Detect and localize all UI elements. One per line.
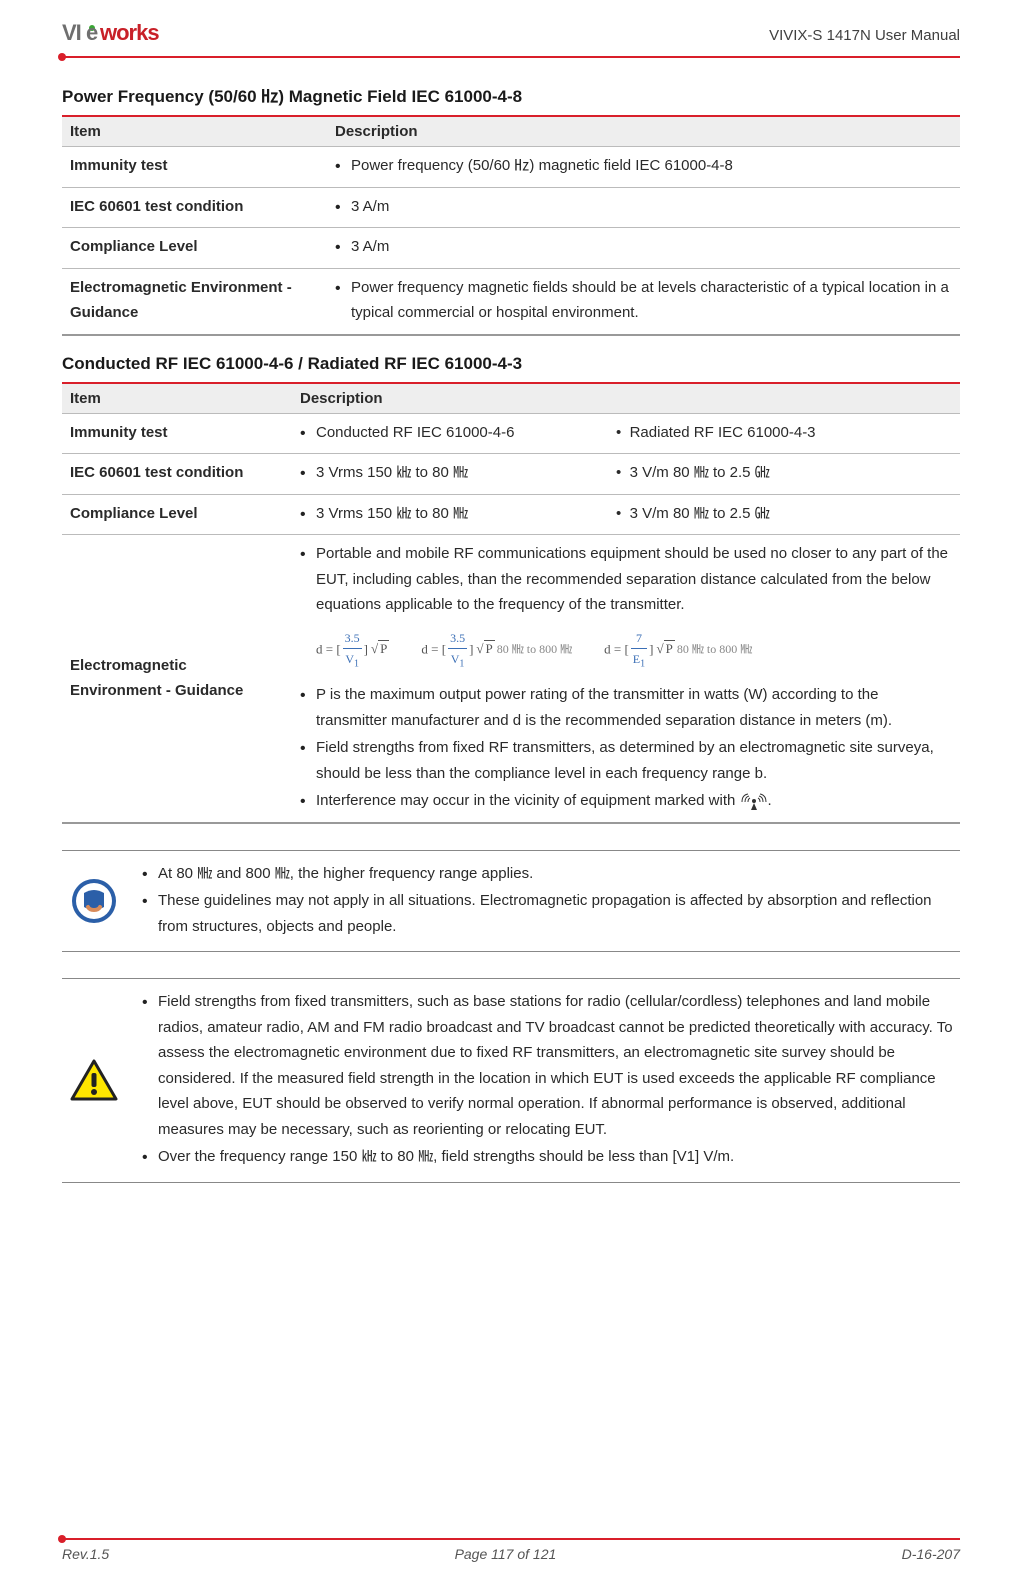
note2-content: Field strengths from fixed transmitters,… <box>142 989 956 1172</box>
t2-imm-c2: Radiated RF IEC 61000-4-3 <box>630 424 816 441</box>
t2-comp-c1: 3 Vrms 150 ㎑ to 80 ㎒ <box>316 501 616 527</box>
t2-guid-label2: Environment - Guidance <box>70 682 243 699</box>
equations-row: d = [3.5V1]P d = [3.5V1]P80 ㎒ to 800 ㎒ d… <box>316 628 952 673</box>
t1-guid-label: Electromagnetic Environment - Guidance <box>62 268 327 335</box>
note-warning-box: Field strengths from fixed transmitters,… <box>62 978 960 1183</box>
table-power-frequency: Item Description Immunity test Power fre… <box>62 115 960 336</box>
t2-comp-desc: 3 Vrms 150 ㎑ to 80 ㎒• 3 V/m 80 ㎒ to 2.5 … <box>292 494 960 535</box>
t2-iec-label: IEC 60601 test condition <box>62 454 292 495</box>
t2-iec-desc: 3 Vrms 150 ㎑ to 80 ㎒• 3 V/m 80 ㎒ to 2.5 … <box>292 454 960 495</box>
note1-b2: These guidelines may not apply in all si… <box>142 888 956 939</box>
vieworks-logo: VI e works <box>62 20 192 50</box>
t1-guid-desc: Power frequency magnetic fields should b… <box>327 268 960 335</box>
t2-iec-c1: 3 Vrms 150 ㎑ to 80 ㎒ <box>316 460 616 486</box>
eq2-tail: 80 ㎒ to 800 ㎒ <box>497 642 572 656</box>
table1-head-desc: Description <box>327 116 960 147</box>
footer-dot-icon <box>58 1535 66 1543</box>
t1-comp-text: 3 A/m <box>335 234 952 260</box>
t2-comp-label: Compliance Level <box>62 494 292 535</box>
table1-head-item: Item <box>62 116 327 147</box>
t1-guid-label1: Electromagnetic Environment - <box>70 279 292 296</box>
page-header: VI e works VIVIX-S 1417N User Manual <box>62 20 960 56</box>
header-dot-icon <box>58 53 66 61</box>
t1-iec-text: 3 A/m <box>335 194 952 220</box>
note2-b2: Over the frequency range 150 ㎑ to 80 ㎒, … <box>142 1144 956 1170</box>
t1-immunity-label: Immunity test <box>62 147 327 188</box>
footer-page: Page 117 of 121 <box>455 1546 557 1562</box>
t1-comp-label: Compliance Level <box>62 228 327 269</box>
table-conducted-rf: Item Description Immunity test Conducted… <box>62 382 960 824</box>
t2-imm-c1: Conducted RF IEC 61000-4-6 <box>316 420 616 446</box>
footer-doc: D-16-207 <box>902 1546 960 1562</box>
manual-title: VIVIX-S 1417N User Manual <box>769 27 960 44</box>
t1-guid-text: Power frequency magnetic fields should b… <box>335 275 952 326</box>
svg-text:works: works <box>99 20 159 45</box>
page-footer: Rev.1.5 Page 117 of 121 D-16-207 <box>0 1538 1022 1582</box>
section2-title: Conducted RF IEC 61000-4-6 / Radiated RF… <box>62 354 960 374</box>
t2-guid-b1: Portable and mobile RF communications eq… <box>300 541 952 618</box>
t2-iec-c2: 3 V/m 80 ㎒ to 2.5 ㎓ <box>630 464 770 481</box>
eq3-tail: 80 ㎒ to 800 ㎒ <box>677 642 752 656</box>
t2-guid-desc: Portable and mobile RF communications eq… <box>292 535 960 823</box>
footer-rev: Rev.1.5 <box>62 1546 109 1562</box>
t1-comp-desc: 3 A/m <box>327 228 960 269</box>
equation-3: d = [7E1]P80 ㎒ to 800 ㎒ <box>604 628 752 673</box>
t2-guid-b2: P is the maximum output power rating of … <box>300 682 952 733</box>
equation-1: d = [3.5V1]P <box>316 628 389 673</box>
table2-head-desc: Description <box>292 383 960 414</box>
warning-icon <box>66 989 122 1172</box>
t2-guid-b4-post: . <box>768 792 772 809</box>
footer-rule <box>62 1538 960 1540</box>
t2-comp-c2: 3 V/m 80 ㎒ to 2.5 ㎓ <box>630 505 770 522</box>
t2-guid-label: Electromagnetic Environment - Guidance <box>62 535 292 823</box>
t2-immunity-label: Immunity test <box>62 413 292 454</box>
t2-guid-b3: Field strengths from fixed RF transmitte… <box>300 735 952 786</box>
rf-interference-icon <box>740 789 768 813</box>
header-rule <box>62 56 960 58</box>
note2-b1: Field strengths from fixed transmitters,… <box>142 989 956 1142</box>
note1-content: At 80 ㎒ and 800 ㎒, the higher frequency … <box>142 861 956 942</box>
svg-text:e: e <box>86 20 98 45</box>
t1-immunity-text: Power frequency (50/60 ㎐) magnetic field… <box>335 153 952 179</box>
svg-text:VI: VI <box>62 20 81 45</box>
t2-guid-b4-pre: Interference may occur in the vicinity o… <box>316 792 740 809</box>
t1-immunity-desc: Power frequency (50/60 ㎐) magnetic field… <box>327 147 960 188</box>
note-info-box: At 80 ㎒ and 800 ㎒, the higher frequency … <box>62 850 960 953</box>
equation-2: d = [3.5V1]P80 ㎒ to 800 ㎒ <box>421 628 572 673</box>
t1-iec-desc: 3 A/m <box>327 187 960 228</box>
t1-guid-label2: Guidance <box>70 304 138 321</box>
t1-iec-label: IEC 60601 test condition <box>62 187 327 228</box>
table2-head-item: Item <box>62 383 292 414</box>
info-icon <box>66 861 122 942</box>
note1-b1: At 80 ㎒ and 800 ㎒, the higher frequency … <box>142 861 956 887</box>
t2-immunity-desc: Conducted RF IEC 61000-4-6• Radiated RF … <box>292 413 960 454</box>
t2-guid-b4: Interference may occur in the vicinity o… <box>300 788 952 814</box>
section1-title: Power Frequency (50/60 ㎐) Magnetic Field… <box>62 82 960 107</box>
document-page: VI e works VIVIX-S 1417N User Manual Pow… <box>0 0 1022 1520</box>
t2-guid-label1: Electromagnetic <box>70 657 187 674</box>
